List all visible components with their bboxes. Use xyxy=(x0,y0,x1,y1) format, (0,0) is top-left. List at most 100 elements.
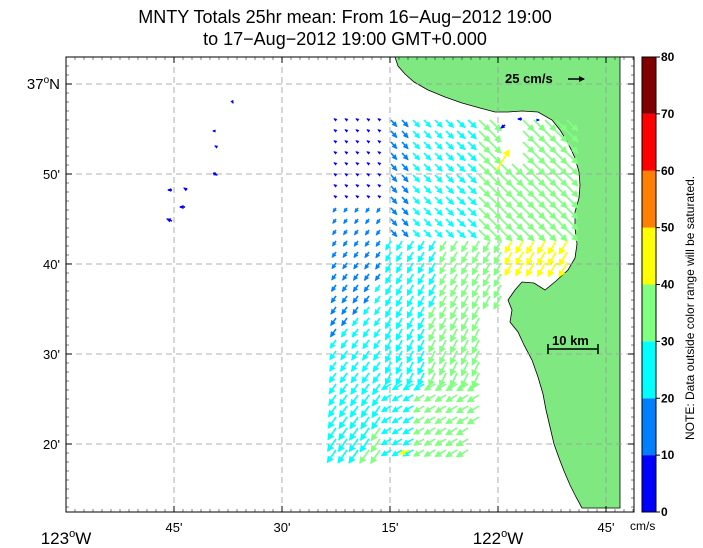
current-vector-head xyxy=(396,310,403,319)
current-vector-head xyxy=(558,258,566,267)
current-vector-head xyxy=(482,290,490,299)
y-tick-label: 37oN xyxy=(27,75,60,93)
current-vector-head xyxy=(458,132,466,140)
current-vector-head xyxy=(340,353,347,361)
current-vector-head xyxy=(571,135,579,143)
current-vector-head xyxy=(425,121,432,128)
current-vector-head xyxy=(483,201,491,209)
current-vector-head xyxy=(413,395,421,402)
current-vector-head xyxy=(516,212,524,220)
current-vector-head xyxy=(458,220,466,228)
current-vector-head xyxy=(330,308,336,315)
current-vector-head xyxy=(396,277,402,285)
current-vector-head xyxy=(494,135,502,143)
current-vector-head xyxy=(450,311,457,320)
current-vector-head xyxy=(377,173,382,177)
current-vector-head xyxy=(395,366,403,375)
current-vector-head xyxy=(384,377,392,386)
current-vector-head xyxy=(391,143,398,150)
current-vector-head xyxy=(466,384,475,392)
current-vector-head xyxy=(505,168,513,176)
current-vector-head xyxy=(450,278,457,287)
colorbar-segment xyxy=(642,341,656,399)
current-vector-head xyxy=(340,364,347,372)
current-vector-head xyxy=(428,345,435,354)
current-vector-head xyxy=(425,165,432,172)
current-vector-head xyxy=(470,220,477,228)
current-vector-head xyxy=(350,364,358,372)
current-vector-head xyxy=(332,207,337,213)
current-vector-head xyxy=(402,231,409,238)
current-vector-head xyxy=(362,331,369,338)
current-vector-head xyxy=(483,168,491,176)
x-tick-label: 122oW xyxy=(473,528,524,548)
current-vector-head xyxy=(547,258,555,267)
current-vector-head xyxy=(425,176,432,183)
current-vector-head xyxy=(445,406,453,414)
current-vector-head xyxy=(364,241,370,247)
current-vector-head xyxy=(455,450,464,458)
current-vector-head xyxy=(391,439,399,446)
current-vector-head xyxy=(402,220,409,227)
current-vector-head xyxy=(494,190,502,198)
current-vector-head xyxy=(339,376,347,384)
current-vector-head xyxy=(380,450,388,457)
current-vector-head xyxy=(385,277,392,285)
current-vector-head xyxy=(385,288,392,296)
current-vector-head xyxy=(428,378,435,387)
current-vector-head xyxy=(406,344,414,353)
current-vector-head xyxy=(413,176,420,183)
current-vector-head xyxy=(483,124,491,132)
current-vector-head xyxy=(470,154,477,162)
current-vector-head xyxy=(560,179,568,187)
current-vector-head xyxy=(500,124,506,129)
current-vector-head xyxy=(167,188,172,192)
current-vector-head xyxy=(423,450,432,457)
current-vector-head xyxy=(458,198,466,206)
current-vector-head xyxy=(342,241,348,247)
colorbar-tick-label: 60 xyxy=(661,164,675,178)
current-vector-head xyxy=(436,132,443,139)
current-vector-head xyxy=(439,379,446,388)
current-vector-head xyxy=(406,266,413,274)
current-vector-head xyxy=(327,409,335,418)
current-vector-head xyxy=(341,297,348,304)
current-vector-head xyxy=(439,334,446,343)
current-vector-head xyxy=(494,223,502,231)
current-vector-head xyxy=(353,252,359,259)
current-vector-head xyxy=(213,171,218,176)
x-tick-label: 45' xyxy=(166,520,183,535)
current-vector-head xyxy=(549,124,557,132)
current-vector-head xyxy=(417,378,424,387)
current-vector-head xyxy=(377,118,382,122)
current-vector-head xyxy=(371,398,379,407)
current-vector-head xyxy=(350,387,357,395)
current-vector-head xyxy=(377,184,382,188)
current-vector-head xyxy=(549,234,557,242)
current-vector-head xyxy=(330,286,337,292)
current-vector-head xyxy=(571,201,579,209)
current-vector-head xyxy=(412,428,421,435)
current-vector-head xyxy=(483,135,491,143)
current-vector-head xyxy=(361,387,368,396)
current-vector-head xyxy=(417,289,424,297)
current-vector-head xyxy=(504,245,512,254)
current-vector-head xyxy=(460,334,468,343)
current-vector-head xyxy=(366,118,371,122)
current-vector-head xyxy=(517,117,522,121)
current-vector-head xyxy=(166,218,172,223)
current-vector-head xyxy=(402,384,410,391)
current-vector-head xyxy=(483,146,491,154)
current-vector-head xyxy=(471,323,479,332)
current-vector-head xyxy=(417,244,424,252)
current-vector-head xyxy=(471,369,479,377)
current-vector-head xyxy=(362,320,369,327)
current-vector-head xyxy=(417,333,424,342)
current-vector-head xyxy=(373,331,380,339)
current-vector-head xyxy=(413,143,420,150)
current-vector-head xyxy=(461,278,468,287)
current-vector-head xyxy=(527,179,535,187)
current-vector-head xyxy=(350,398,357,407)
current-vector-head xyxy=(434,450,442,457)
current-vector-head xyxy=(396,299,402,308)
